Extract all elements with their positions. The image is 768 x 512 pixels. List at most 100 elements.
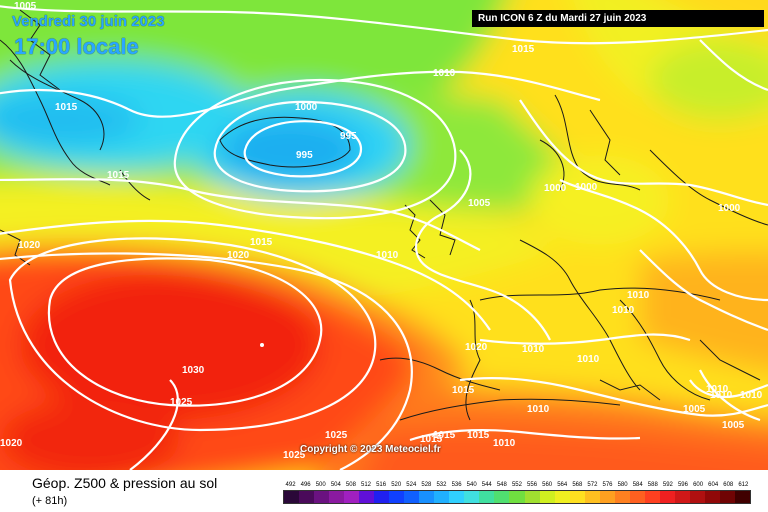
scale-value: 512 — [361, 482, 372, 488]
isobar-label: 1010 — [627, 290, 650, 301]
scale-value: 552 — [511, 482, 522, 488]
isobar-label: 1020 — [465, 342, 488, 353]
isobar-labels: 1005 1015 1015 1020 1010 1015 1000 995 9… — [0, 1, 763, 461]
scale-swatch — [479, 491, 495, 503]
isobar-label: 1000 — [544, 183, 567, 194]
scale-swatch — [689, 491, 705, 503]
scale-value: 544 — [481, 482, 492, 488]
isobar-label: 1010 — [433, 68, 456, 79]
isobar-label: 1010 — [527, 404, 550, 415]
scale-value: 588 — [647, 482, 658, 488]
isobar-label: 1025 — [283, 450, 306, 461]
high-pressure-center — [260, 343, 264, 347]
scale-swatch — [539, 491, 555, 503]
valid-date: Vendredi 30 juin 2023 — [12, 13, 165, 30]
scale-swatch — [509, 491, 525, 503]
isobar-label: 1020 — [227, 250, 250, 261]
scale-value: 548 — [496, 482, 507, 488]
scale-value: 508 — [345, 482, 356, 488]
scale-swatch — [584, 491, 600, 503]
isobar-label: 1010 — [522, 344, 545, 355]
model-run-label: Run ICON 6 Z du Mardi 27 juin 2023 — [472, 10, 764, 27]
scale-swatch — [494, 491, 510, 503]
isobar-label: 1015 — [512, 44, 535, 55]
isobar-label: 1015 — [107, 170, 130, 181]
scale-swatch — [659, 491, 675, 503]
isobar-label: 1010 — [710, 390, 733, 401]
isobar-label: 1005 — [14, 1, 37, 12]
scale-swatch — [329, 491, 345, 503]
scale-value: 524 — [406, 482, 417, 488]
isobar-label: 1025 — [170, 397, 193, 408]
scale-swatch — [449, 491, 465, 503]
scale-value: 496 — [300, 482, 311, 488]
scale-swatch — [314, 491, 330, 503]
scale-value: 572 — [587, 482, 598, 488]
isobar-label: 1010 — [376, 250, 399, 261]
legend-footer: Géop. Z500 & pression au sol (+ 81h) 492… — [0, 470, 768, 512]
scale-value: 500 — [315, 482, 326, 488]
valid-time: 17:00 locale — [14, 34, 139, 59]
isobar-label: 1010 — [612, 305, 635, 316]
isobar-label: 1015 — [55, 102, 78, 113]
scale-swatch — [419, 491, 435, 503]
scale-swatch — [434, 491, 450, 503]
scale-value: 532 — [436, 482, 447, 488]
isobar-label: 1015 — [452, 385, 475, 396]
scale-value: 492 — [285, 482, 296, 488]
scale-value: 600 — [693, 482, 704, 488]
isobar-label: 1000 — [718, 203, 741, 214]
scale-swatch — [374, 491, 390, 503]
scale-value: 520 — [391, 482, 402, 488]
scale-value: 556 — [527, 482, 538, 488]
isobars — [0, 5, 768, 470]
scale-swatch — [344, 491, 360, 503]
scale-value: 536 — [451, 482, 462, 488]
isobar-label: 1015 — [250, 237, 273, 248]
scale-swatch — [299, 491, 315, 503]
color-scale-labels: 492 496 500 504 508 512 516 520 524 528 532 536 540 5… — [283, 480, 751, 490]
isobar-label: 1000 — [295, 102, 318, 113]
scale-swatch — [614, 491, 630, 503]
scale-swatch — [404, 491, 420, 503]
isobar-label: 1005 — [683, 404, 706, 415]
scale-value: 596 — [677, 482, 688, 488]
scale-swatch — [704, 491, 720, 503]
scale-swatch — [284, 491, 300, 503]
field-title: Géop. Z500 & pression au sol — [32, 475, 218, 491]
isobar-label: 995 — [340, 131, 357, 142]
isobar-label: 995 — [296, 150, 313, 161]
isobar-label: 1000 — [575, 182, 598, 193]
scale-value: 516 — [376, 482, 387, 488]
scale-swatch — [359, 491, 375, 503]
scale-value: 612 — [738, 482, 749, 488]
geopotential-field — [0, 0, 768, 470]
forecast-offset: (+ 81h) — [32, 495, 68, 507]
scale-swatch — [599, 491, 615, 503]
coastlines — [0, 9, 768, 421]
scale-value: 608 — [723, 482, 734, 488]
scale-value: 604 — [708, 482, 719, 488]
scale-value: 592 — [662, 482, 673, 488]
isobar-label: 1015 — [420, 434, 443, 445]
isobar-label: 1015 — [433, 430, 456, 441]
isobar-label: 1020 — [0, 438, 23, 449]
isobar-label: 1010 — [740, 390, 763, 401]
isobar-label: 1020 — [18, 240, 41, 251]
scale-swatch — [389, 491, 405, 503]
scale-swatch — [464, 491, 480, 503]
isobar-label: 1010 — [493, 438, 516, 449]
scale-swatch — [644, 491, 660, 503]
scale-value: 540 — [466, 482, 477, 488]
scale-swatch — [674, 491, 690, 503]
isobar-label: 1030 — [182, 365, 205, 376]
isobar-label: 1005 — [722, 420, 745, 431]
isobar-label: 1025 — [325, 430, 348, 441]
scale-swatch — [629, 491, 645, 503]
isobar-label: 1005 — [468, 198, 491, 209]
scale-swatch — [734, 491, 750, 503]
scale-value: 584 — [632, 482, 643, 488]
scale-value: 528 — [421, 482, 432, 488]
scale-value: 504 — [330, 482, 341, 488]
